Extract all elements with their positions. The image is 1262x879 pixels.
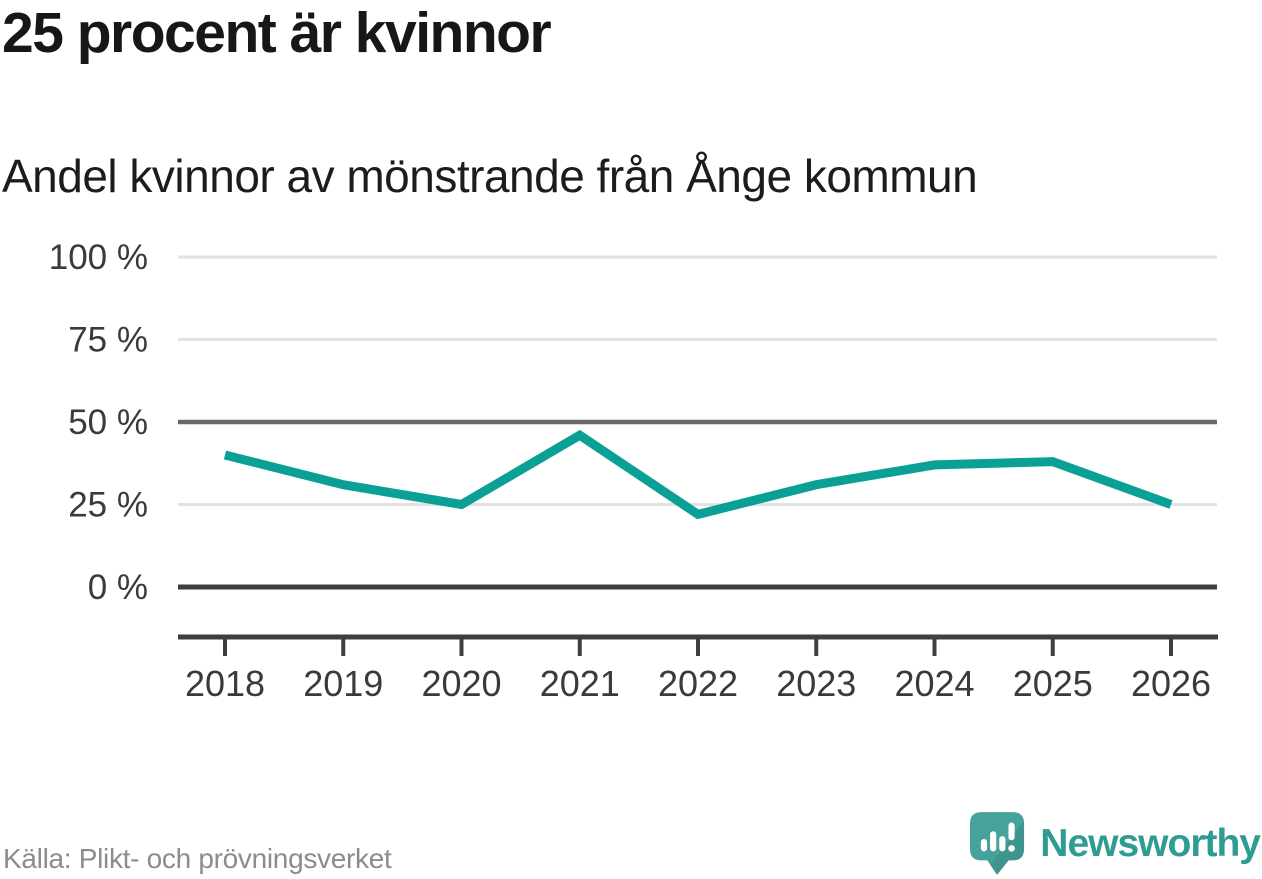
chart-title: 25 procent är kvinnor <box>2 1 552 65</box>
x-axis-label: 2023 <box>776 663 856 704</box>
logo-bar-chart-icon <box>981 822 1015 852</box>
x-axis-label: 2020 <box>421 663 501 704</box>
newsworthy-wordmark: Newsworthy <box>1040 822 1261 865</box>
y-axis-label: 50 % <box>68 403 148 442</box>
data-line-andel-kvinnor-av-m-nstrande <box>223 429 1173 520</box>
x-axis-label: 2019 <box>303 663 383 704</box>
x-axis-label: 2026 <box>1131 663 1211 704</box>
y-axis-label: 0 % <box>88 568 148 607</box>
x-axis-label: 2024 <box>894 663 974 704</box>
source-note: Källa: Plikt- och prövningsverket <box>3 843 392 874</box>
newsworthy-logo: Newsworthy <box>969 810 1261 878</box>
x-axis-label: 2022 <box>658 663 738 704</box>
x-axis-label: 2025 <box>1013 663 1093 704</box>
logo-exclamation-dot <box>1008 845 1016 852</box>
y-axis-label: 25 % <box>68 486 148 525</box>
x-axis-label: 2018 <box>185 663 265 704</box>
y-axis-label: 100 % <box>49 238 148 277</box>
y-axis-label: 75 % <box>68 321 148 360</box>
newsworthy-logo-icon <box>970 812 1025 875</box>
x-axis-label: 2021 <box>540 663 620 704</box>
chart-subtitle: Andel kvinnor av mönstrande från Ånge ko… <box>2 150 978 202</box>
